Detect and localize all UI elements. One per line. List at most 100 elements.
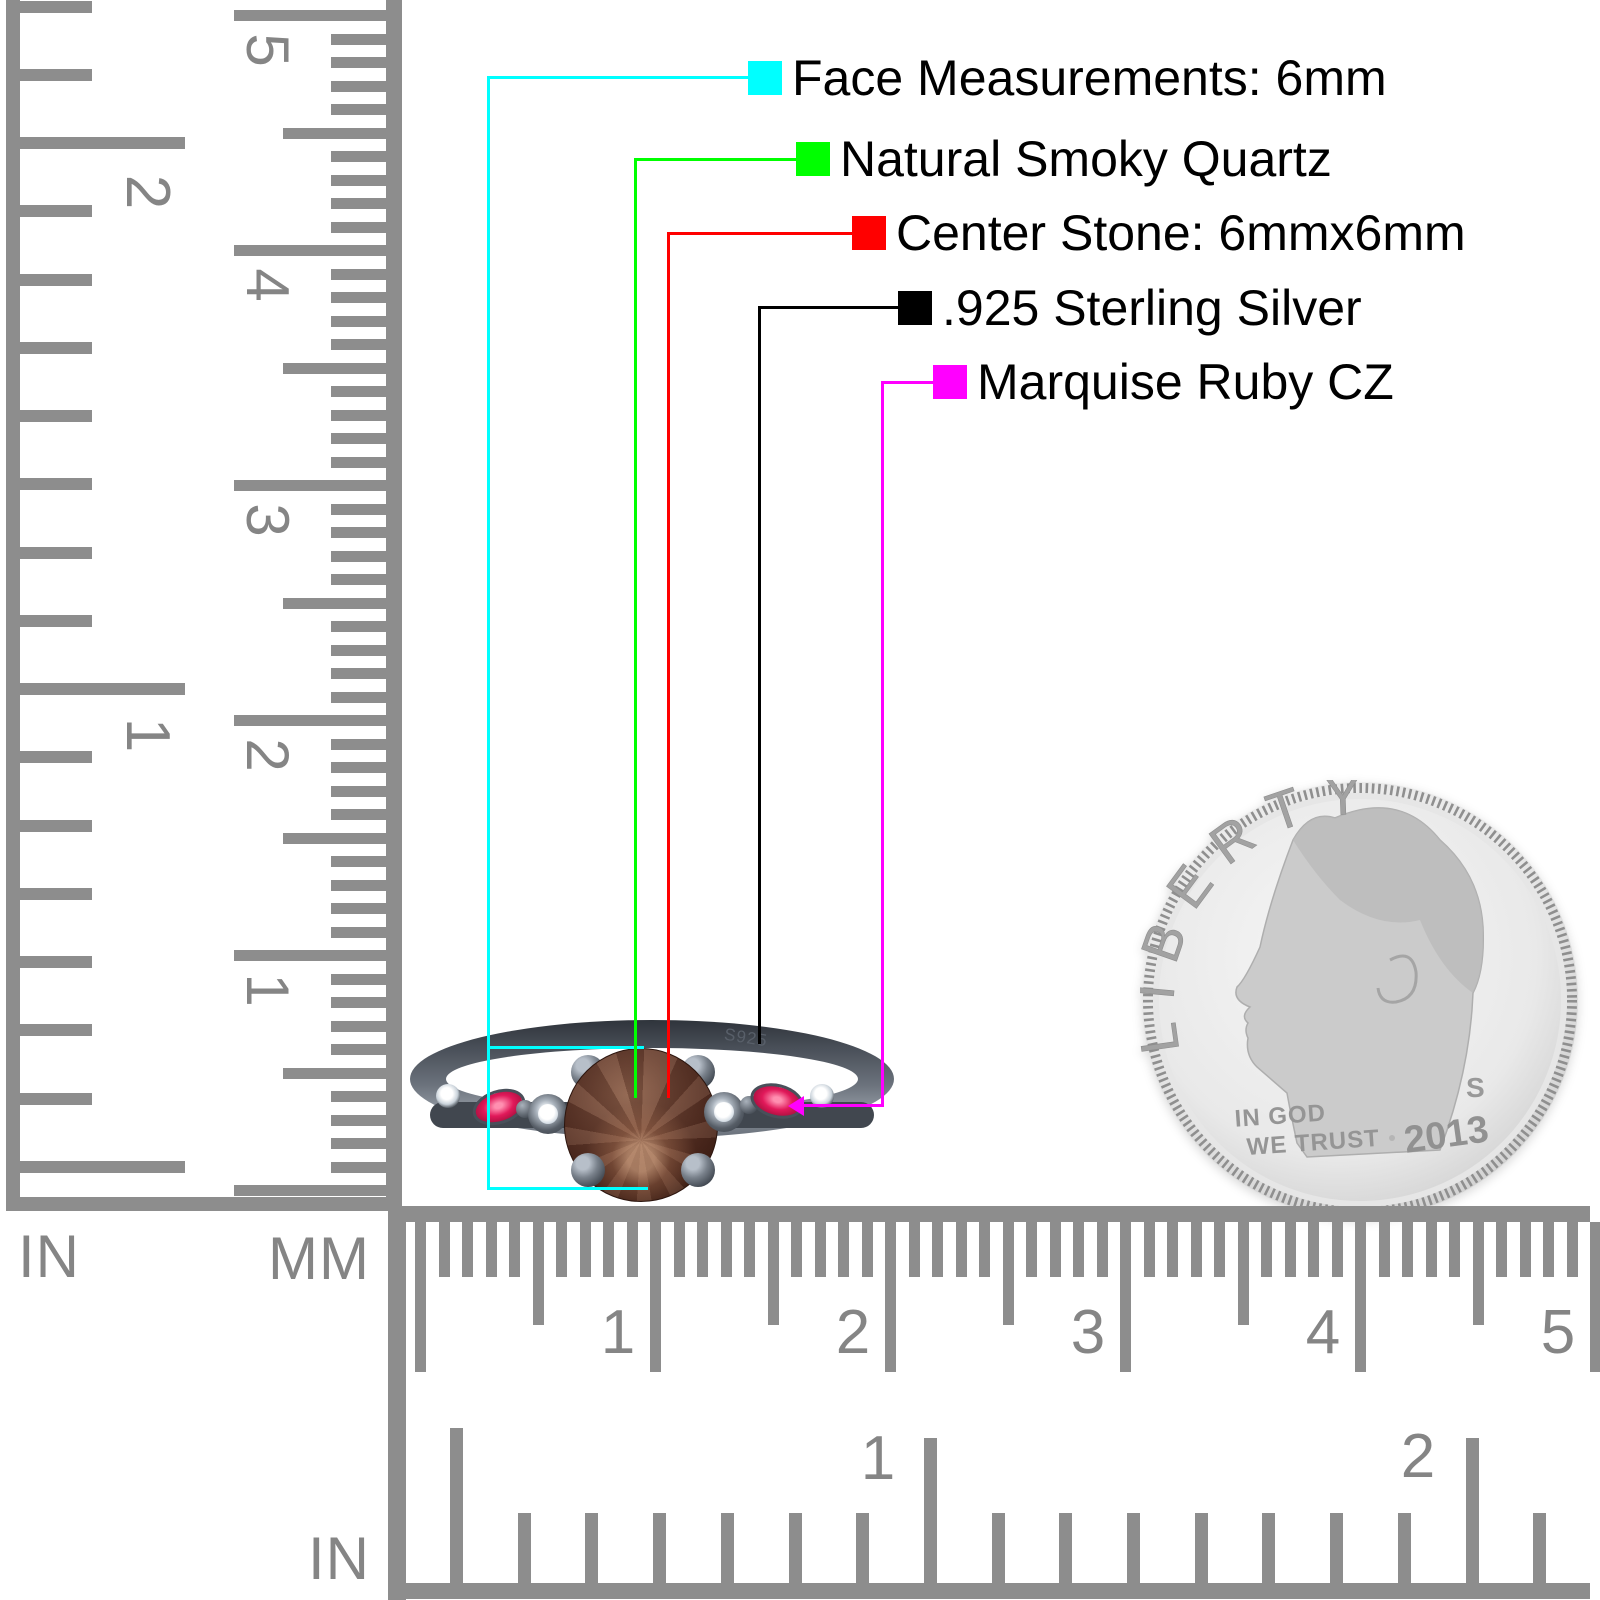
sterling-silver-swatch <box>898 291 932 325</box>
inch-tick <box>856 1513 870 1583</box>
coin-rim <box>1153 793 1567 1207</box>
mm-tick <box>838 1222 849 1277</box>
mm-tick <box>234 1185 386 1196</box>
magenta-leader-h1 <box>881 381 934 384</box>
prong-bottom-left <box>571 1153 605 1187</box>
cyan-leader-h <box>487 76 748 79</box>
green-leader-h <box>634 158 796 161</box>
mm-tick <box>1120 1222 1131 1372</box>
mm-tick <box>331 292 386 303</box>
mm-tick <box>1284 1222 1296 1277</box>
mm-tick <box>331 1020 386 1032</box>
mm-tick <box>579 1222 591 1277</box>
mm-tick <box>331 80 386 92</box>
mm-tick <box>1355 1222 1366 1372</box>
mm-tick <box>1096 1222 1108 1277</box>
mm-tick <box>673 1222 685 1277</box>
mm-tick <box>234 245 386 256</box>
cz-stone <box>538 1104 558 1124</box>
mm-tick <box>331 809 386 820</box>
mm-tick <box>331 409 386 421</box>
inch-tick <box>20 205 92 218</box>
mm-tick <box>791 1222 802 1277</box>
cm-number: 5 <box>1540 1297 1576 1367</box>
inch-tick <box>1127 1513 1140 1583</box>
mm-tick <box>955 1222 967 1277</box>
mm-tick <box>331 174 386 186</box>
mm-tick <box>331 386 386 397</box>
inch-number: 2 <box>113 174 183 210</box>
mm-tick <box>697 1222 708 1277</box>
coin-mint-mark: S <box>1466 1072 1485 1103</box>
face-measurements-label: Face Measurements: 6mm <box>792 50 1387 106</box>
inch-tick <box>20 683 185 695</box>
inch-tick <box>20 1160 185 1173</box>
mm-tick <box>1143 1222 1155 1277</box>
mm-tick <box>234 10 386 21</box>
inch-tick <box>20 410 92 422</box>
mm-tick <box>1496 1222 1507 1277</box>
inch-tick <box>788 1513 802 1583</box>
mm-tick <box>234 950 386 961</box>
mm-tick <box>331 456 386 468</box>
mm-tick <box>1378 1222 1390 1277</box>
mm-tick <box>932 1222 943 1277</box>
ring-photo: S925 <box>406 1008 898 1208</box>
inch-tick <box>20 0 92 13</box>
cz-stone <box>714 1102 734 1122</box>
mm-tick <box>331 668 386 679</box>
mm-tick <box>1237 1222 1249 1325</box>
mm-tick <box>1331 1222 1343 1277</box>
mm-tick <box>331 550 386 562</box>
mm-tick <box>331 57 386 68</box>
mm-tick <box>1566 1222 1578 1277</box>
mm-tick <box>331 104 386 115</box>
inch-tick <box>20 614 92 627</box>
face-measurements-swatch <box>748 61 782 95</box>
black-leader-h <box>758 306 899 309</box>
inch-number: 2 <box>1400 1421 1436 1491</box>
inch-tick <box>20 1092 92 1105</box>
in-scale-label: IN <box>18 1223 80 1290</box>
mm-tick <box>331 151 386 162</box>
cyan-bracket-top <box>487 1046 644 1049</box>
cm-number: 5 <box>234 33 302 67</box>
mm-tick <box>331 33 386 45</box>
mm-tick <box>331 221 386 233</box>
inch-tick <box>517 1513 531 1583</box>
coin-reeded-edge <box>1143 783 1577 1217</box>
cm-number: 3 <box>1070 1297 1106 1367</box>
mm-tick <box>331 903 386 914</box>
mm-tick <box>331 621 386 632</box>
mm-tick <box>331 1044 386 1055</box>
mm-tick <box>283 832 386 844</box>
mm-tick <box>331 503 386 515</box>
mm-tick <box>1026 1222 1037 1277</box>
inch-tick <box>1330 1513 1344 1583</box>
inch-tick <box>1397 1513 1411 1583</box>
red-leader-h <box>667 232 852 235</box>
marquise-ruby-cz-swatch <box>933 365 967 399</box>
mm-tick <box>331 785 386 797</box>
mm-tick <box>1543 1222 1554 1277</box>
mm-tick <box>885 1222 896 1372</box>
mm-tick <box>234 715 386 726</box>
mm-tick <box>979 1222 990 1277</box>
in-scale-label: IN <box>308 1525 370 1592</box>
cm-number: 4 <box>1305 1297 1341 1367</box>
natural-smoky-quartz-label: Natural Smoky Quartz <box>840 131 1332 187</box>
round-cz-left <box>528 1094 568 1134</box>
mm-tick <box>331 268 386 280</box>
inch-tick <box>1194 1513 1208 1583</box>
cm-number: 3 <box>234 503 302 537</box>
mm-tick <box>283 127 386 139</box>
mm-tick <box>331 339 386 350</box>
coin-motto-line1: IN GOD <box>1234 1099 1327 1132</box>
mm-tick <box>331 926 386 938</box>
inch-tick <box>1533 1513 1547 1583</box>
magenta-leader-v <box>881 381 884 1105</box>
mm-tick <box>1214 1222 1225 1277</box>
inch-tick <box>20 68 92 81</box>
magenta-leader-h2 <box>801 1104 884 1107</box>
